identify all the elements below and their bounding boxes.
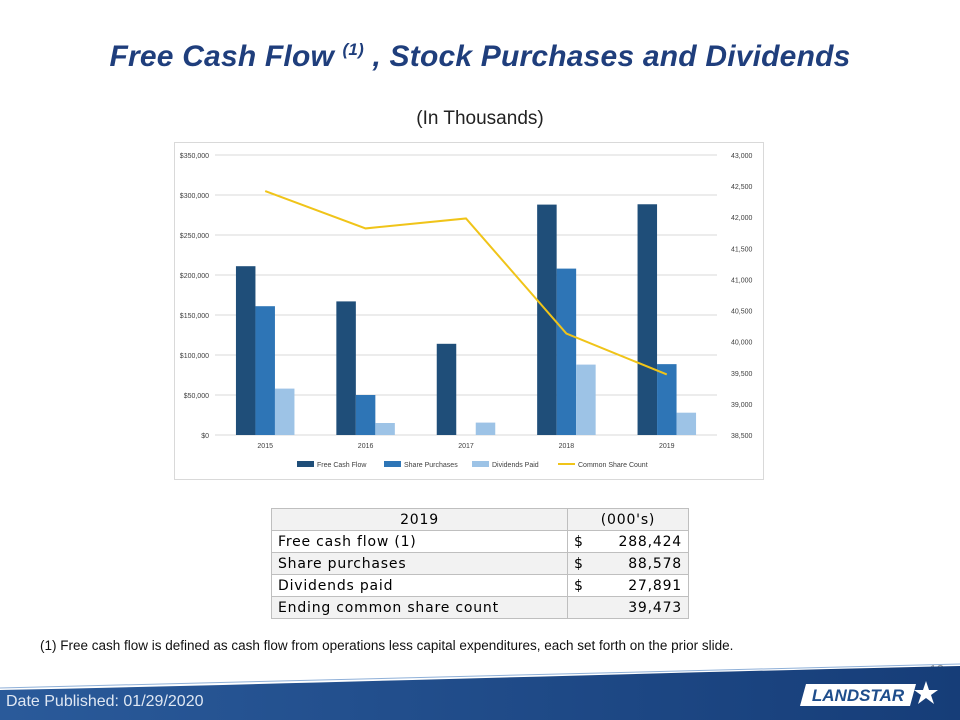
row-value: $88,578 [567, 552, 689, 575]
right-axis-tick-label: 40,500 [731, 309, 753, 316]
row-label: Dividends paid [271, 574, 568, 597]
combo-chart: $0 $50,000 $100,000 $150,000 $200,000 $250,00… [180, 153, 753, 469]
summary-table: 2019 (000's) Free cash flow (1) $288,424… [271, 508, 689, 619]
title-footnote-ref: (1) [342, 40, 364, 59]
bar-free-cash-flow [235, 266, 256, 435]
table-row: Free cash flow (1) $288,424 [271, 530, 689, 553]
right-axis-tick-label: 42,500 [731, 184, 753, 191]
legend-swatch [472, 461, 489, 467]
bar-dividends-paid [576, 364, 596, 435]
legend-swatch [384, 461, 401, 467]
landstar-logo: LANDSTAR [800, 681, 938, 706]
bar-free-cash-flow [436, 343, 457, 435]
legend-label: Free Cash Flow [317, 462, 367, 469]
dollar-sign: $ [574, 555, 584, 572]
right-axis-tick-label: 40,000 [731, 340, 753, 347]
star-icon [914, 681, 938, 704]
x-axis-tick-label: 2019 [659, 443, 675, 450]
bar-share-purchases [255, 306, 275, 435]
left-axis-tick-label: $200,000 [180, 273, 209, 280]
right-axis-tick-label: 41,000 [731, 277, 753, 284]
left-axis-tick-label: $350,000 [180, 153, 209, 160]
value-number: 288,424 [618, 533, 682, 550]
value-number: 88,578 [628, 555, 682, 572]
title-rest: , Stock Purchases and Dividends [363, 40, 851, 73]
row-label: Share purchases [271, 552, 568, 575]
x-axis-tick-label: 2015 [257, 443, 273, 450]
row-label: Ending common share count [271, 596, 568, 619]
bar-dividends-paid [475, 422, 496, 435]
legend-label: Common Share Count [578, 462, 648, 469]
bar-free-cash-flow [637, 204, 658, 435]
row-value: $27,891 [567, 574, 689, 597]
right-axis-tick-label: 43,000 [731, 153, 753, 160]
legend-label: Dividends Paid [492, 462, 539, 469]
x-axis-tick-label: 2017 [458, 443, 474, 450]
logo-text: LANDSTAR [812, 686, 905, 705]
date-published: Date Published: 01/29/2020 [6, 693, 204, 710]
row-label: Free cash flow (1) [271, 530, 568, 553]
subtitle: (In Thousands) [416, 108, 544, 129]
legend-swatch [297, 461, 314, 467]
right-axis-tick-label: 41,500 [731, 246, 753, 253]
right-axis-tick-label: 39,000 [731, 402, 753, 409]
left-axis-tick-label: $100,000 [180, 353, 209, 360]
right-axis-tick-label: 39,500 [731, 371, 753, 378]
bar-dividends-paid [375, 423, 395, 435]
left-axis-tick-label: $300,000 [180, 193, 209, 200]
bar-dividends-paid [676, 412, 697, 435]
page-title: Free Cash Flow (1) , Stock Purchases and… [0, 40, 960, 74]
value-number: 39,473 [628, 599, 682, 616]
bar-share-purchases [657, 364, 677, 435]
line-common-share-count [264, 190, 668, 376]
left-axis-tick-label: $50,000 [184, 393, 209, 400]
left-axis-tick-label: $150,000 [180, 313, 209, 320]
dollar-sign: $ [574, 533, 584, 550]
bar-free-cash-flow [336, 301, 356, 435]
table-row: Share purchases $88,578 [271, 552, 689, 575]
left-axis-tick-label: $250,000 [180, 233, 209, 240]
table-row: Ending common share count 39,473 [271, 596, 689, 619]
right-axis-tick-label: 38,500 [731, 433, 753, 440]
title-main: Free Cash Flow [109, 40, 343, 73]
dollar-sign: $ [574, 577, 584, 594]
table-row: Dividends paid $27,891 [271, 574, 689, 597]
x-axis-tick-label: 2016 [358, 443, 374, 450]
table-header-units: (000's) [567, 508, 689, 531]
chart-container: $0 $50,000 $100,000 $150,000 $200,000 $250,00… [174, 142, 764, 480]
bar-dividends-paid [274, 388, 295, 435]
value-number: 27,891 [628, 577, 682, 594]
row-value: $288,424 [567, 530, 689, 553]
table-header-year: 2019 [271, 508, 568, 531]
table-header-row: 2019 (000's) [271, 508, 689, 531]
row-value: 39,473 [567, 596, 689, 619]
right-axis-tick-label: 42,000 [731, 215, 753, 222]
footer-band [0, 663, 960, 720]
x-axis-tick-label: 2018 [559, 443, 575, 450]
footnote: (1) Free cash flow is defined as cash fl… [40, 638, 734, 653]
bar-share-purchases [556, 268, 577, 435]
bar-share-purchases [355, 395, 376, 435]
legend-label: Share Purchases [404, 462, 458, 469]
left-axis-tick-label: $0 [201, 433, 209, 440]
bar-free-cash-flow [537, 204, 557, 435]
